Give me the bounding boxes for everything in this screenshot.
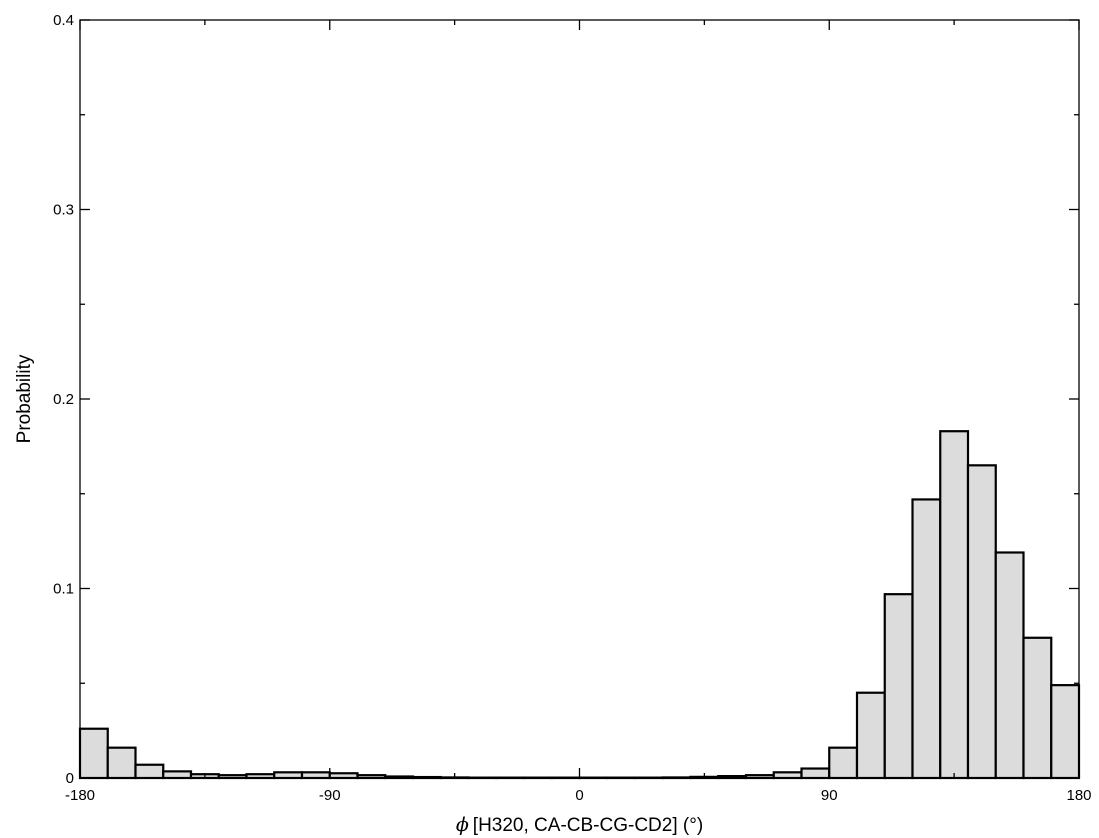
x-tick-label: 180 [1066, 787, 1091, 804]
histogram-bar [273, 771, 304, 780]
x-axis-label-text: [H320, CA-CB-CG-CD2] (°) [473, 815, 703, 836]
histogram-bar [106, 746, 137, 780]
histogram-bar [966, 464, 997, 780]
x-axis-label: ϕ [H320, CA-CB-CG-CD2] (°) [456, 814, 703, 836]
histogram-bar [134, 763, 165, 780]
y-tick-label: 0.3 [53, 202, 74, 219]
y-tick-label: 0 [66, 770, 74, 787]
histogram-bar [300, 771, 331, 780]
x-tick-label: -90 [319, 787, 341, 804]
histogram-bar [800, 767, 831, 780]
x-axis-label-symbol: ϕ [456, 814, 469, 836]
histogram-bar [994, 551, 1025, 780]
histogram-bar [772, 771, 803, 780]
x-tick-label: -180 [65, 787, 95, 804]
ticks-group [79, 19, 1080, 779]
x-tick-label: 90 [821, 787, 838, 804]
histogram-bar [939, 430, 970, 780]
y-tick-label: 0.2 [53, 391, 74, 408]
histogram-bar [1022, 636, 1053, 780]
histogram-bar [1050, 684, 1081, 780]
histogram-bar [883, 593, 914, 780]
histogram-bar [162, 770, 193, 780]
histogram-bar [911, 498, 942, 780]
bars-group [78, 430, 1081, 780]
histogram-bar [78, 727, 109, 780]
tick-labels-group: -180 -90 0 90 180 0 0.1 0.2 0.3 0.4 [53, 12, 1091, 804]
histogram-bar [828, 746, 859, 780]
histogram-bar [328, 772, 359, 780]
y-tick-label: 0.4 [53, 12, 74, 29]
y-tick-label: 0.1 [53, 581, 74, 598]
histogram-bar [855, 691, 886, 780]
x-tick-label: 0 [575, 787, 583, 804]
y-axis-label: Probability [14, 354, 35, 443]
